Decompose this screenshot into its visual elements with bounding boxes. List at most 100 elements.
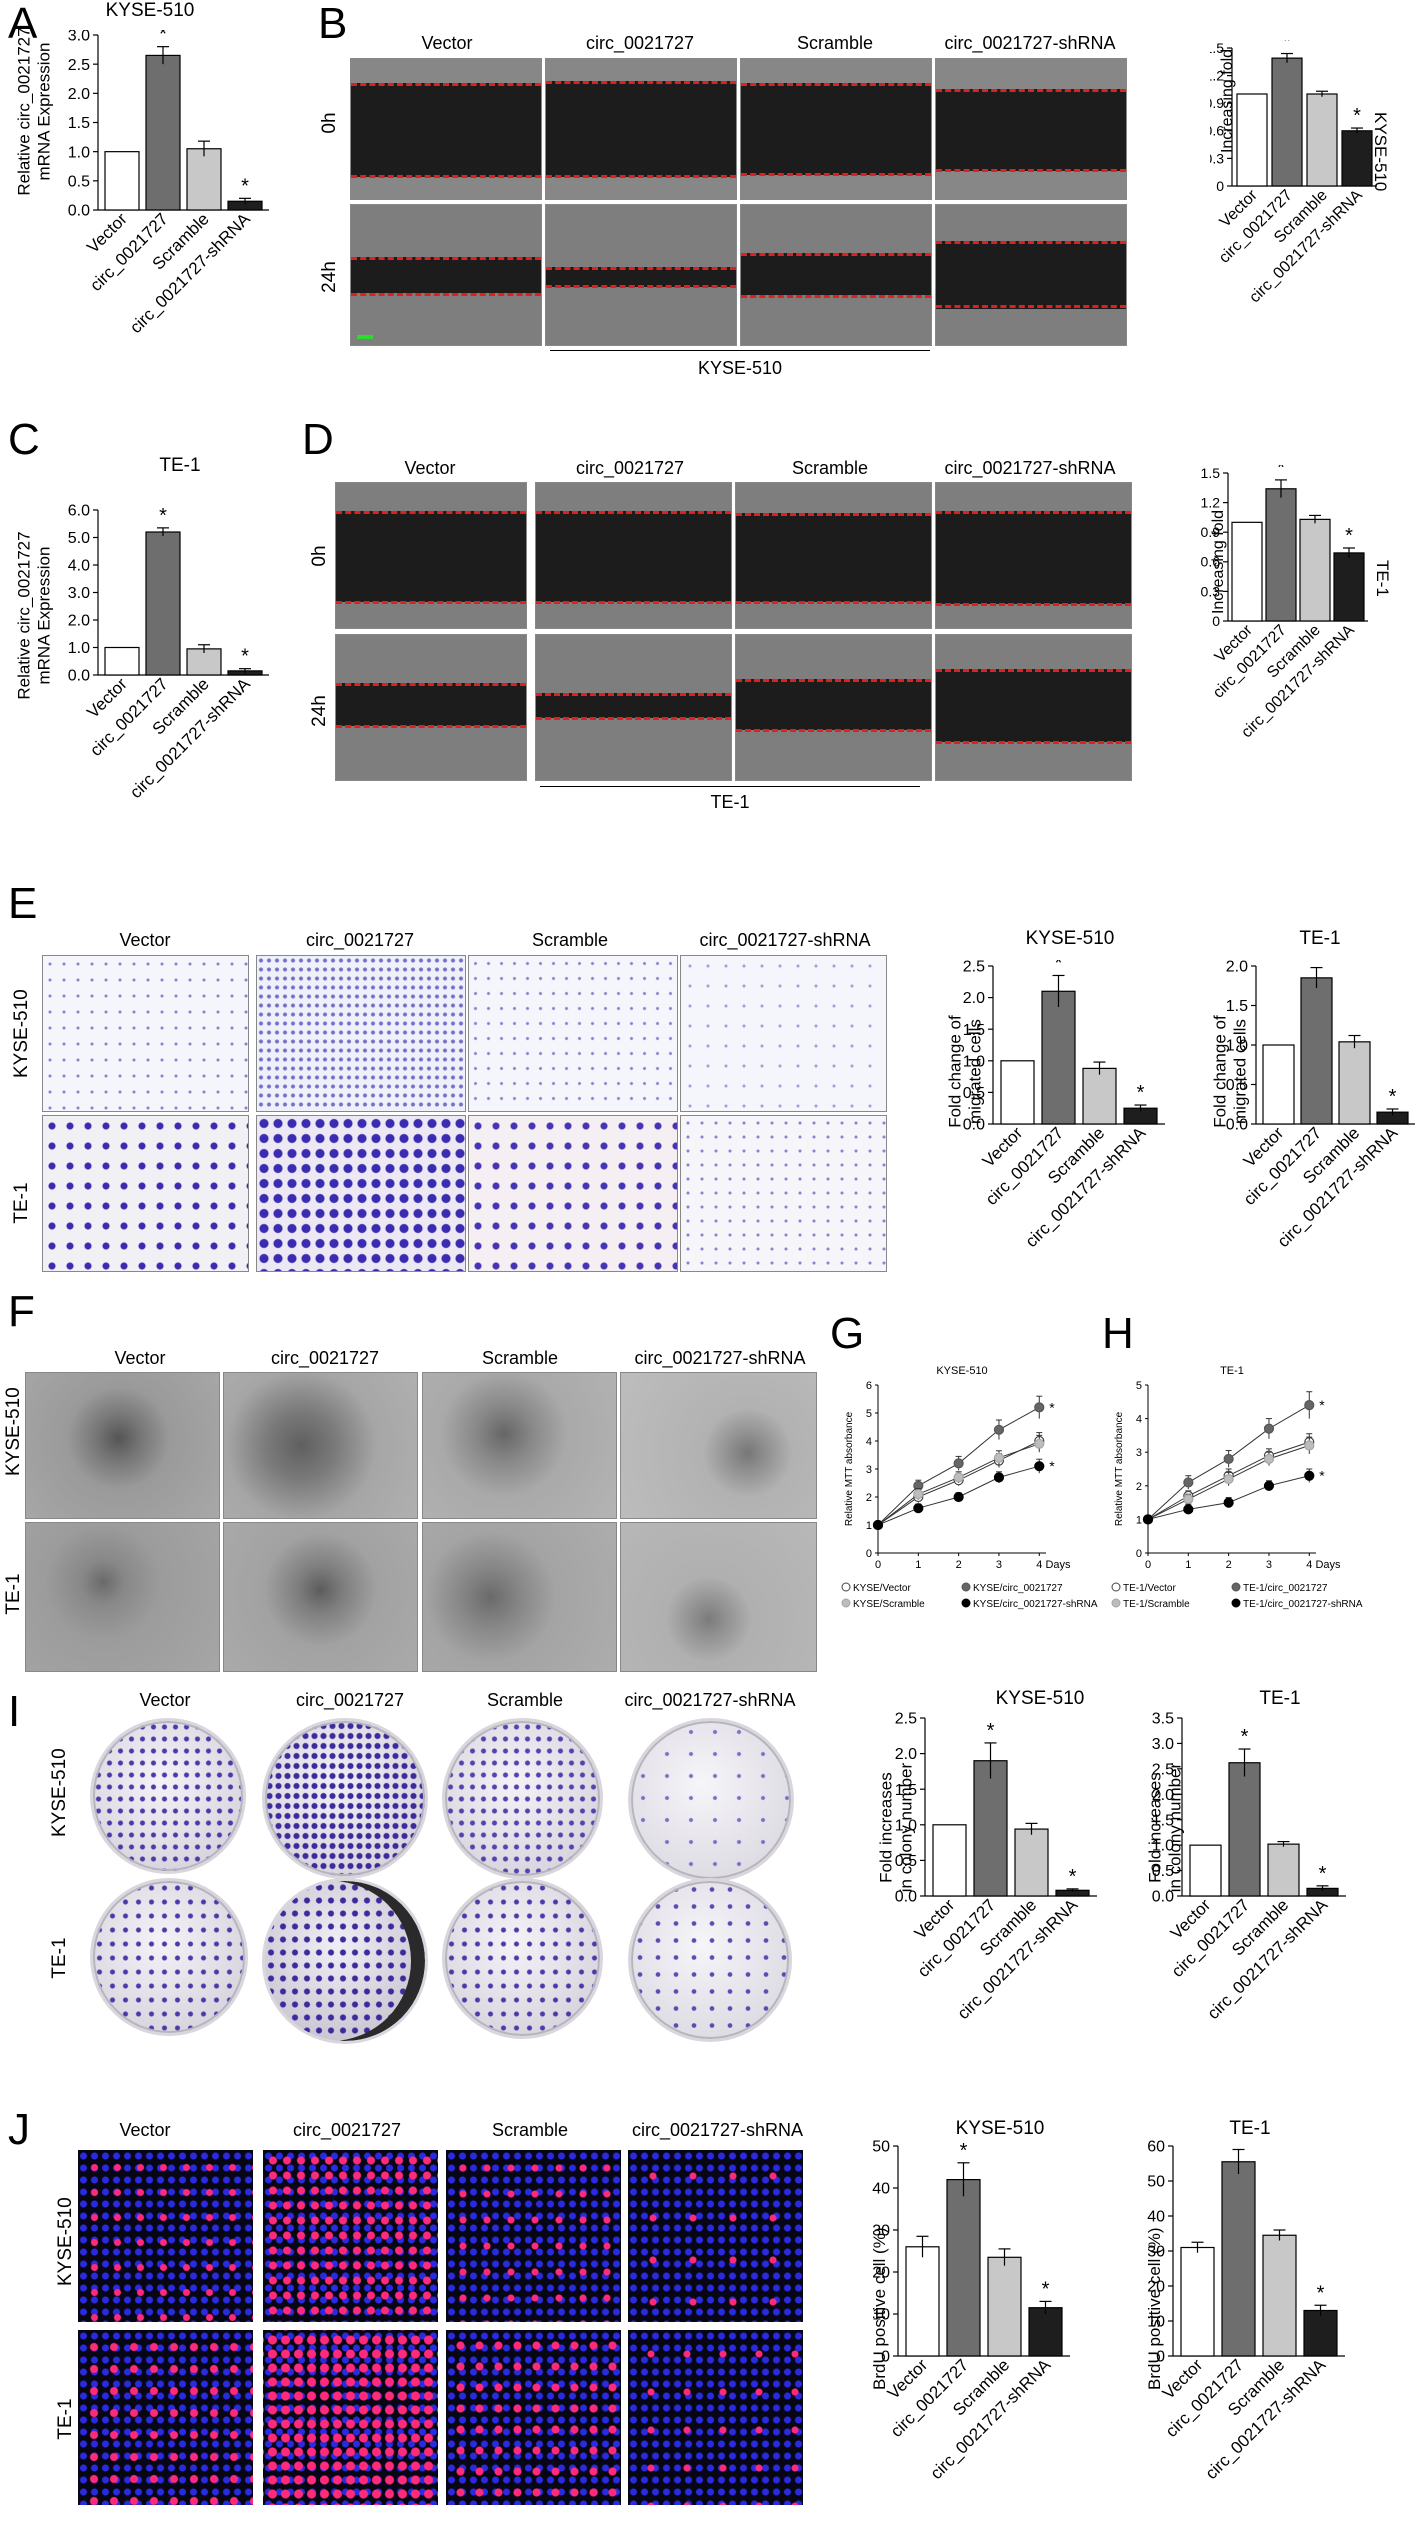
row-label: TE-1 <box>11 1182 32 1224</box>
significance-star: * <box>1069 1866 1077 1888</box>
legend-marker <box>961 1582 971 1592</box>
bar-scramble <box>186 648 222 676</box>
y-tick-label: 0.6 <box>1210 123 1224 139</box>
y-tick-label: 4.0 <box>68 558 90 575</box>
fluorescence-tile <box>78 2330 253 2505</box>
bar-circ-0021727 <box>1228 1762 1261 1897</box>
bar-vector <box>1180 2246 1215 2357</box>
y-tick-label: 0.0 <box>68 203 90 220</box>
y-tick-label: 1.5 <box>1226 998 1248 1015</box>
micrograph-tile <box>535 482 732 629</box>
data-point <box>1223 1473 1234 1485</box>
bar-vector <box>1000 1060 1035 1125</box>
column-label: circ_0021727-shRNA <box>944 33 1116 53</box>
y-tick-label: 0.5 <box>963 1085 985 1102</box>
data-point <box>1034 1438 1045 1449</box>
y-tick-label: 1.5 <box>1210 40 1224 56</box>
y-tick-label: 0 <box>1212 613 1220 629</box>
scale-bar <box>357 335 373 339</box>
significance-star: * <box>1317 2282 1325 2304</box>
y-tick-label: 3.0 <box>68 585 90 602</box>
x-tick-label: 4 <box>1306 1559 1312 1571</box>
micrograph-tile <box>25 1372 220 1519</box>
y-tick-label: 20 <box>872 2265 890 2282</box>
significance-star: * <box>1137 1082 1145 1104</box>
y-tick-label: 5 <box>866 1408 872 1420</box>
column-label: Scramble <box>486 1690 564 1710</box>
x-tick-label: 2 <box>1226 1559 1232 1571</box>
chart-b: 00.30.60.91.21.5Vector*circ_0021727Scram… <box>1210 40 1377 306</box>
micrograph-tile <box>935 634 1132 781</box>
y-tick-label: 10 <box>1147 2314 1165 2331</box>
bar-circ-0021727-shrna <box>1333 552 1365 622</box>
panel-label-d: D <box>302 415 334 464</box>
legend-marker <box>1231 1582 1241 1592</box>
cell-line-label: TE-1 <box>710 792 750 812</box>
chart-title: TE-1 <box>159 455 201 476</box>
micrograph-tile <box>620 1372 817 1519</box>
y-tick-label: 0.0 <box>1152 1889 1174 1906</box>
column-label: Vector <box>119 930 171 950</box>
colony-plate <box>442 1718 603 1879</box>
column-label: Vector <box>119 2120 171 2140</box>
micrograph-tile <box>545 58 737 200</box>
chart-title: KYSE-510 <box>955 2118 1045 2139</box>
chart-c: 0.01.02.03.04.05.06.0Vector*circ_0021727… <box>68 503 269 802</box>
bar-circ-0021727 <box>1271 57 1303 187</box>
significance-star: * <box>1049 1399 1055 1415</box>
y-tick-label: 1.0 <box>1226 1038 1248 1055</box>
column-label: Scramble <box>481 1348 559 1368</box>
data-point <box>953 1458 964 1469</box>
data-point <box>1263 1453 1275 1465</box>
data-point <box>1142 1514 1154 1525</box>
y-tick-label: 5 <box>1136 1380 1142 1392</box>
y-tick-label: 1.0 <box>963 1053 985 1070</box>
bar-scramble <box>1306 93 1338 187</box>
legend-marker <box>1111 1582 1121 1592</box>
data-point <box>953 1472 964 1483</box>
bar-circ-0021727-shrna <box>1341 130 1373 187</box>
panel-label-b: B <box>318 0 348 48</box>
micrograph-tile <box>935 482 1132 629</box>
micrograph-tile <box>468 1115 678 1272</box>
column-label: Vector <box>139 1690 191 1710</box>
bar-scramble <box>1267 1843 1300 1897</box>
panel-label-c: C <box>8 415 40 464</box>
bar-scramble <box>1338 1041 1371 1125</box>
row-label: KYSE-510 <box>3 1387 24 1476</box>
data-point <box>1223 1497 1234 1508</box>
y-tick-label: 1.2 <box>1201 495 1221 511</box>
bar-vector <box>1189 1844 1222 1897</box>
chart-j-te1: 0102030405060Vector*circ_0021727Scramble… <box>1147 2140 1345 2483</box>
y-tick-label: 2.0 <box>895 1746 917 1763</box>
legend-label: KYSE/Scramble <box>853 1599 925 1610</box>
y-tick-label: 3 <box>866 1464 872 1476</box>
fluorescence-tile <box>628 2150 803 2322</box>
x-tick-label: 2 <box>956 1559 962 1571</box>
micrograph-tile <box>422 1522 617 1672</box>
column-label: circ_0021727 <box>305 930 415 950</box>
legend-label: KYSE/Vector <box>853 1583 911 1594</box>
micrograph-tile <box>350 204 542 346</box>
micrograph-tile <box>735 634 932 781</box>
y-tick-label: 2.0 <box>1226 960 1248 976</box>
legend-label: KYSE/circ_0021727 <box>973 1583 1063 1594</box>
y-tick-label: 0.3 <box>1201 583 1221 599</box>
panel-label-h: H <box>1102 1309 1134 1358</box>
significance-star: * <box>241 175 249 197</box>
y-axis-label: Relative circ_0021727 mRNA Expression <box>14 12 53 212</box>
y-label-line: Relative circ_0021727 <box>14 531 34 700</box>
y-tick-label: 4 <box>866 1436 872 1448</box>
chart-e-kyse: 0.00.51.01.52.02.5Vector*circ_0021727Scr… <box>963 960 1165 1251</box>
y-tick-label: 0.5 <box>1152 1863 1174 1880</box>
micrograph-tile <box>740 204 932 346</box>
panel-label-g: G <box>830 1309 865 1358</box>
legend-label: TE-1/Scramble <box>1123 1599 1190 1610</box>
bar-scramble <box>1082 1067 1117 1125</box>
x-tick-label: 4 <box>1036 1559 1042 1571</box>
y-tick-label: 30 <box>1147 2244 1165 2261</box>
bar-vector <box>1231 521 1263 622</box>
fluorescence-tile <box>263 2150 438 2322</box>
y-tick-label: 2.5 <box>963 960 985 976</box>
data-point <box>913 1503 924 1514</box>
